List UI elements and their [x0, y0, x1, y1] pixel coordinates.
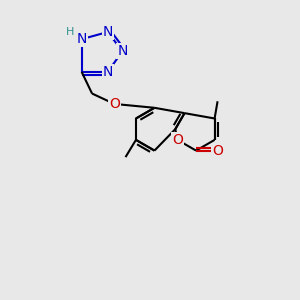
- Text: N: N: [117, 44, 128, 58]
- Text: N: N: [103, 25, 113, 39]
- Text: O: O: [172, 133, 183, 147]
- Text: O: O: [212, 144, 223, 158]
- Text: H: H: [66, 27, 74, 37]
- Text: N: N: [103, 65, 113, 79]
- Text: O: O: [109, 97, 120, 111]
- Text: N: N: [76, 32, 87, 46]
